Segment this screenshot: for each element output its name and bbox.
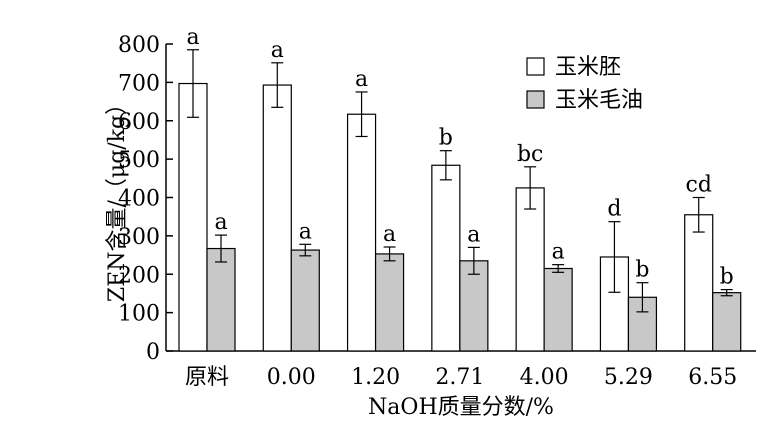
y-tick-label: 500 xyxy=(118,148,160,173)
x-tick-label: 4.00 xyxy=(520,365,569,390)
x-tick-label: 0.00 xyxy=(267,365,316,390)
significance-label: b xyxy=(439,126,453,151)
significance-label: a xyxy=(467,222,480,247)
legend-label: 玉米毛油 xyxy=(555,88,643,113)
x-tick-label: 1.20 xyxy=(351,365,400,390)
significance-label: a xyxy=(383,222,396,247)
y-tick-label: 600 xyxy=(118,110,160,135)
x-tick-label: 5.29 xyxy=(604,365,653,390)
y-tick-label: 300 xyxy=(118,225,160,250)
bar xyxy=(374,253,405,352)
significance-label: a xyxy=(299,219,312,244)
x-axis-title: NaOH质量分数/% xyxy=(368,395,554,420)
significance-label: a xyxy=(271,38,284,63)
y-tick-label: 800 xyxy=(118,33,160,58)
significance-label: cd xyxy=(686,173,712,198)
bar xyxy=(543,267,573,352)
y-tick-label: 700 xyxy=(118,71,160,96)
axes-layer: 0 100 200 300 400 500 600 700 800 ZEN含量/（μg/kg） Na… xyxy=(105,33,756,420)
bar xyxy=(684,214,714,352)
bar xyxy=(712,292,742,352)
significance-label: a xyxy=(552,240,565,265)
x-tick-label: 原料 xyxy=(185,365,229,390)
y-axis-title: ZEN含量/（μg/kg） xyxy=(105,93,130,302)
bar xyxy=(206,247,236,352)
y-tick-label: 400 xyxy=(118,187,160,212)
y-tick-label: 0 xyxy=(146,340,160,365)
bar xyxy=(346,113,377,352)
bar xyxy=(431,164,461,352)
bar xyxy=(290,249,320,352)
significance-label: a xyxy=(214,210,227,235)
bars-layer xyxy=(178,49,742,352)
x-tick-label: 6.55 xyxy=(688,365,737,390)
bar xyxy=(515,187,545,352)
bar xyxy=(262,84,292,352)
significance-label: d xyxy=(607,197,621,222)
significance-label: b xyxy=(635,258,649,283)
y-tick-label: 200 xyxy=(118,263,160,288)
x-tick-label: 2.71 xyxy=(435,365,484,390)
significance-label: a xyxy=(355,67,368,92)
labels-layer: a a a a a a b a bc a d b cd b xyxy=(186,25,733,290)
bar xyxy=(178,82,208,352)
significance-label: a xyxy=(186,25,199,50)
bar xyxy=(459,260,489,352)
significance-label: b xyxy=(720,265,734,290)
legend-swatch xyxy=(526,90,545,109)
significance-label: bc xyxy=(517,142,543,167)
y-tick-label: 100 xyxy=(118,302,160,327)
legend-swatch xyxy=(526,57,545,76)
legend-label: 玉米胚 xyxy=(555,55,621,80)
